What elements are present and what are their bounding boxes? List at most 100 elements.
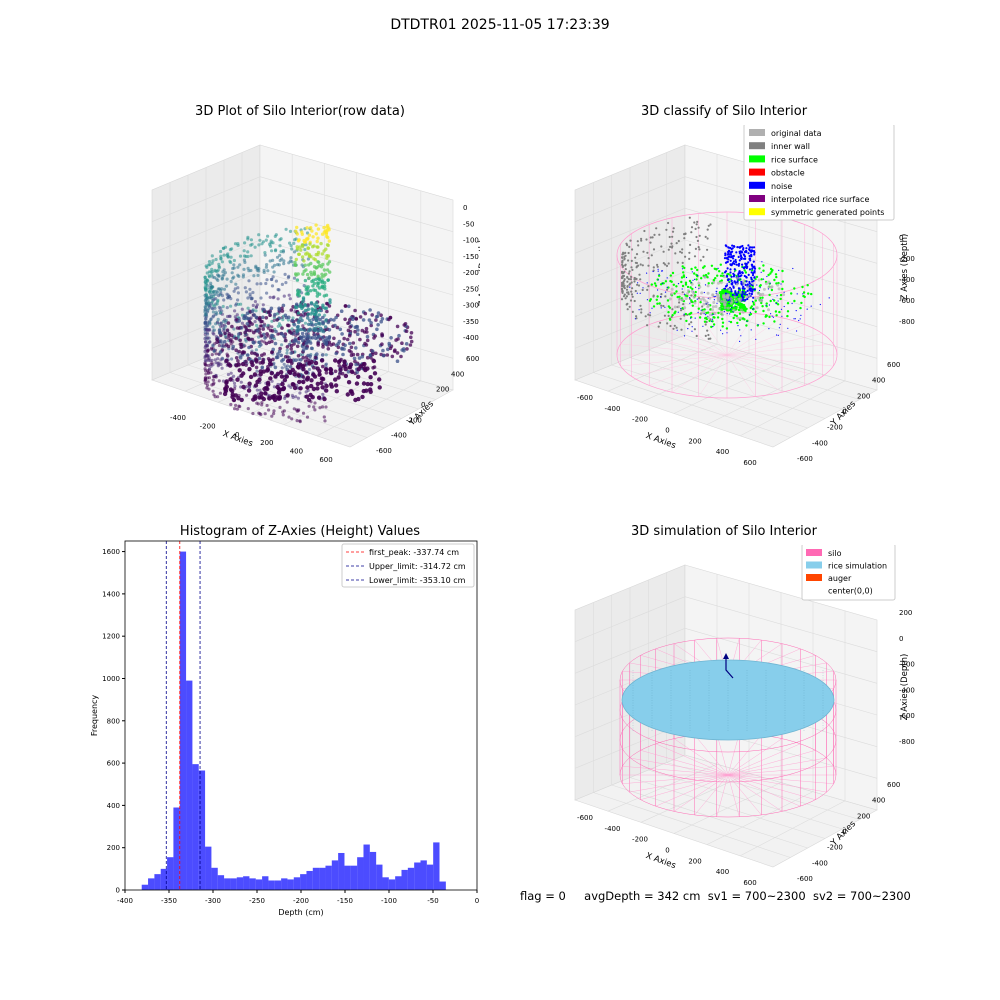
histogram-bar bbox=[262, 876, 269, 890]
classified-points bbox=[620, 216, 830, 342]
histogram-plot: -400 -350 -300 -250 -200 -150 -100 -50 0 0 200 400 6… bbox=[90, 540, 479, 917]
histogram-bar bbox=[319, 867, 326, 890]
figure-title: DTDTR01 2025-11-05 17:23:39 bbox=[390, 17, 610, 33]
status-footer: flag = 0 avgDepth = 342 cm sv1 = 700~230… bbox=[520, 889, 911, 903]
histogram-bar bbox=[382, 877, 389, 890]
x-tick-label: 200 bbox=[688, 857, 701, 865]
y-tick-label: 0 bbox=[421, 401, 425, 409]
flag-text: flag = 0 bbox=[520, 889, 566, 903]
x-tick-label: -250 bbox=[249, 897, 265, 905]
legend-swatch bbox=[749, 181, 765, 189]
y-tick-label: -400 bbox=[812, 859, 828, 867]
x-axis-label: X Axies bbox=[644, 431, 677, 451]
axes3d-box bbox=[574, 564, 878, 868]
z-tick-label: -800 bbox=[899, 738, 915, 746]
z-tick-label: -200 bbox=[899, 661, 915, 669]
y-tick-label: 200 bbox=[857, 812, 870, 820]
classify-legend: original data inner wall rice surface obsta… bbox=[743, 125, 895, 221]
y-tick-label: 600 bbox=[466, 355, 479, 363]
x-axis-label: X Axies bbox=[644, 851, 677, 871]
legend-label: obstacle bbox=[771, 169, 805, 178]
histogram-bar bbox=[230, 878, 237, 890]
z-tick-label: -400 bbox=[463, 334, 479, 342]
legend-label: rice simulation bbox=[828, 562, 887, 571]
x-tick-label: -300 bbox=[205, 897, 221, 905]
legend-label: auger bbox=[828, 574, 852, 583]
z-tick-label: -300 bbox=[463, 302, 479, 310]
z-tick-label: 200 bbox=[899, 609, 912, 617]
histogram-bar bbox=[205, 846, 212, 890]
x-tick-label: -150 bbox=[337, 897, 353, 905]
histogram-bar bbox=[287, 879, 294, 890]
histogram-bar bbox=[179, 551, 187, 890]
histogram-bar bbox=[426, 864, 434, 890]
x-tick-label: 400 bbox=[716, 448, 729, 456]
histogram-bar bbox=[224, 878, 231, 890]
z-tick-label: -400 bbox=[899, 276, 915, 284]
z-tick-label: 0 bbox=[899, 635, 903, 643]
classify-plot-title: 3D classify of Silo Interior bbox=[640, 104, 808, 119]
x-axis-label: Depth (cm) bbox=[278, 908, 323, 917]
rice-surface-mesh bbox=[632, 670, 824, 732]
y-tick-label: -400 bbox=[812, 439, 828, 447]
histogram-bar bbox=[369, 851, 377, 890]
z-axis-label: Z Axies (Depth) bbox=[900, 654, 910, 721]
histogram-bar bbox=[173, 807, 180, 890]
simulation-plot-title: 3D simulation of Silo Interior bbox=[631, 524, 817, 539]
legend-label: symmetric generated points bbox=[771, 208, 884, 217]
raw-3d-plot: -400-2000200400600-600-400-2000200400600… bbox=[151, 144, 480, 464]
histogram-bar bbox=[357, 857, 364, 890]
y-tick-label: -600 bbox=[797, 455, 813, 463]
x-tick-label: -400 bbox=[605, 405, 621, 413]
center-marker bbox=[723, 653, 729, 659]
legend-label: rice surface bbox=[771, 155, 818, 164]
histogram-bar bbox=[344, 865, 351, 890]
histogram-bar bbox=[243, 876, 250, 890]
histogram-bar bbox=[363, 844, 370, 890]
histogram-bar bbox=[325, 865, 332, 890]
x-tick-label: -600 bbox=[577, 394, 593, 402]
histogram-bar bbox=[211, 867, 218, 890]
histogram-bar bbox=[312, 867, 320, 890]
y-tick-label: 600 bbox=[107, 760, 120, 768]
z-tick-label: 0 bbox=[463, 204, 467, 212]
y-tick-label: 0 bbox=[842, 828, 846, 836]
x-tick-label: -50 bbox=[427, 897, 438, 905]
avg-depth-text: avgDepth = 342 cm bbox=[584, 889, 701, 903]
legend-label: Lower_limit: -353.10 cm bbox=[369, 576, 466, 585]
x-tick-label: 600 bbox=[743, 459, 756, 465]
x-tick-label: 400 bbox=[716, 868, 729, 876]
histogram-bar bbox=[414, 862, 421, 890]
y-tick-label: 1600 bbox=[102, 548, 120, 556]
histogram-bar bbox=[433, 842, 440, 890]
z-axis-label: Z Axies (Depth) bbox=[900, 234, 910, 301]
histogram-bar bbox=[268, 880, 275, 890]
histogram-bar bbox=[350, 865, 358, 890]
legend-label: noise bbox=[771, 182, 792, 191]
x-tick-label: 0 bbox=[235, 431, 239, 439]
z-tick-label: -200 bbox=[899, 255, 915, 263]
y-tick-label: 0 bbox=[116, 887, 120, 895]
legend-swatch bbox=[749, 195, 765, 202]
histogram-bar bbox=[249, 878, 256, 890]
histogram-bar bbox=[407, 867, 415, 890]
histogram-bar bbox=[192, 764, 199, 890]
histogram-bar bbox=[395, 876, 402, 890]
histogram-bar bbox=[167, 857, 174, 890]
legend-label: inner wall bbox=[771, 142, 810, 151]
legend-label: first_peak: -337.74 cm bbox=[369, 548, 459, 557]
y-tick-label: 200 bbox=[857, 392, 870, 400]
histogram-bar bbox=[154, 874, 161, 890]
auger bbox=[725, 657, 734, 679]
y-axis-label: Frequency bbox=[90, 695, 99, 737]
x-tick-label: 0 bbox=[475, 897, 479, 905]
y-tick-label: 1400 bbox=[102, 590, 120, 598]
histogram-bar bbox=[236, 877, 244, 890]
simulation-legend: silo rice simulation auger center(0,0) bbox=[801, 545, 896, 601]
x-tick-label: 400 bbox=[290, 448, 303, 456]
x-tick-label: -400 bbox=[605, 825, 621, 833]
histogram-legend: first_peak: -337.74 cm Upper_limit: -314.… bbox=[341, 543, 475, 588]
